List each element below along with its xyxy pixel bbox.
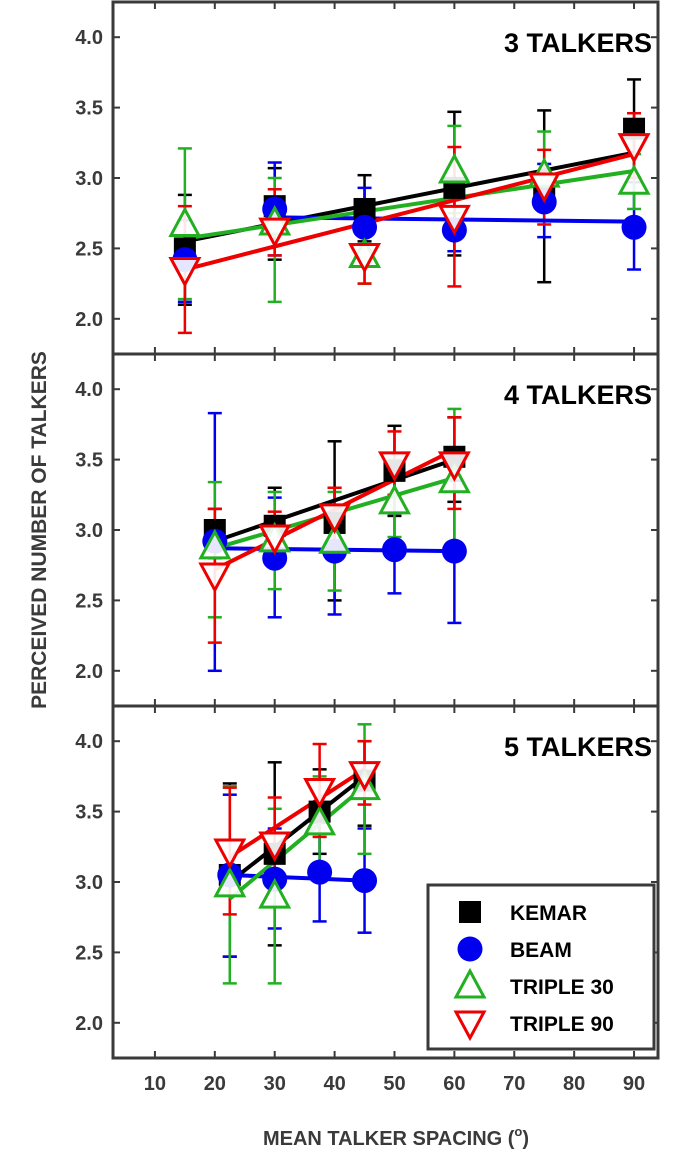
panel-2: 2.0 2.5 3.0 3.5 4.0 4 TALKERS <box>75 352 660 708</box>
y-tick-label: 2.5 <box>75 942 103 964</box>
fit-line-triple-90 <box>184 152 635 272</box>
data-point <box>303 804 337 836</box>
x-tick-label: 20 <box>204 1073 226 1095</box>
data-point <box>258 877 292 909</box>
y-tick-label: 4.0 <box>75 379 103 401</box>
legend-layer: KEMAR BEAM TRIPLE 30 TRIPLE 90 <box>426 883 656 1051</box>
legend-label: TRIPLE 90 <box>510 1013 614 1036</box>
fit-line-kemar <box>228 774 366 884</box>
data-point <box>621 214 647 240</box>
legend-label: BEAM <box>510 939 572 962</box>
errorbars-triple-90 <box>177 111 642 335</box>
y-tick-label: 2.5 <box>75 238 103 260</box>
data-point <box>617 133 651 164</box>
errorbars-kemar <box>177 78 642 306</box>
x-tick-label: 10 <box>144 1073 166 1095</box>
x-tick-label: 50 <box>383 1073 405 1095</box>
y-tick-label: 2.0 <box>75 661 103 683</box>
legend-label: KEMAR <box>510 902 587 925</box>
legend-item: BEAM <box>457 936 572 962</box>
data-point <box>377 451 411 482</box>
panel-title: 4 TALKERS <box>504 380 652 410</box>
legend-marker <box>453 1010 487 1042</box>
data-point <box>213 838 247 870</box>
markers-kemar <box>173 117 646 260</box>
y-tick-label: 3.5 <box>75 98 103 120</box>
errorbars-triple-30 <box>177 124 642 304</box>
fit-line-triple-30 <box>184 168 635 241</box>
markers-triple-90 <box>198 451 471 594</box>
data-point <box>258 217 292 249</box>
x-axis-label-degree: o <box>514 1124 522 1139</box>
data-point <box>381 537 407 563</box>
data-point <box>437 451 471 482</box>
x-tick-label: 80 <box>563 1073 585 1095</box>
markers-triple-90 <box>213 761 382 870</box>
fit-line-triple-90 <box>228 767 366 859</box>
legend-marker <box>453 967 487 999</box>
data-point <box>348 242 382 274</box>
panel-title: 5 TALKERS <box>504 732 652 762</box>
data-point <box>303 777 337 809</box>
y-tick-label: 4.0 <box>75 731 103 753</box>
x-tick-label: 70 <box>503 1073 525 1095</box>
data-point <box>353 197 376 220</box>
data-point <box>437 204 471 236</box>
data-point <box>258 831 292 863</box>
y-tick-label: 4.0 <box>75 27 103 49</box>
fit-line-triple-30 <box>228 784 366 901</box>
data-point <box>318 503 352 535</box>
legend-item: TRIPLE 30 <box>453 967 614 999</box>
data-point <box>168 206 202 237</box>
y-tick-label: 3.5 <box>75 450 103 472</box>
y-tick-label: 3.5 <box>75 802 103 824</box>
panels-group: 2.0 2.5 3.0 3.5 4.0 3 TALKERS 2.0 2.5 3.0 3.5 4.0 4… <box>75 0 660 1095</box>
y-tick-label: 3.0 <box>75 520 103 542</box>
fit-line-beam <box>229 872 365 883</box>
legend-item: KEMAR <box>459 901 587 925</box>
data-point <box>348 761 382 792</box>
x-tick-label: 40 <box>323 1073 345 1095</box>
legend-item: TRIPLE 90 <box>453 1010 614 1042</box>
y-tick-label: 3.0 <box>75 872 103 894</box>
x-axis-label-close: ) <box>522 1128 529 1150</box>
data-point <box>617 164 651 195</box>
fit-line-kemar <box>214 457 456 544</box>
data-point <box>437 152 471 184</box>
y-tick-label: 2.5 <box>75 590 103 612</box>
data-point <box>352 868 378 894</box>
data-point <box>352 214 378 240</box>
panel-1: 2.0 2.5 3.0 3.5 4.0 3 TALKERS <box>75 0 660 356</box>
x-tick-label: 60 <box>443 1073 465 1095</box>
data-point <box>213 866 247 898</box>
legend-marker <box>457 936 483 962</box>
data-point <box>198 562 232 594</box>
data-point <box>168 257 202 288</box>
legend-label: TRIPLE 30 <box>510 976 614 999</box>
panel-frame <box>111 704 660 1060</box>
x-tick-label: 30 <box>264 1073 286 1095</box>
data-point <box>377 483 411 515</box>
data-point <box>527 172 561 204</box>
x-tick-label: 90 <box>623 1073 645 1095</box>
y-tick-label: 2.0 <box>75 1013 103 1035</box>
legend-marker <box>459 901 481 923</box>
data-point <box>307 859 333 885</box>
data-point <box>441 538 467 564</box>
x-axis-label: MEAN TALKER SPACING (o) <box>263 1124 529 1150</box>
y-axis-label: PERCEIVED NUMBER OF TALKERS <box>28 351 51 709</box>
data-point <box>198 528 232 560</box>
x-axis-label-main: MEAN TALKER SPACING ( <box>263 1128 515 1150</box>
data-point <box>258 524 292 556</box>
y-tick-label: 2.0 <box>75 309 103 331</box>
panel-3: 2.0 2.5 3.0 3.5 4.0 5 TALKERS 10 20 30 40 50 60 70 80… <box>75 704 660 1095</box>
y-tick-label: 3.0 <box>75 168 103 190</box>
errorbars-beam <box>177 161 642 304</box>
markers-triple-90 <box>168 133 651 288</box>
panel-title: 3 TALKERS <box>504 28 652 58</box>
data-point <box>318 523 352 554</box>
